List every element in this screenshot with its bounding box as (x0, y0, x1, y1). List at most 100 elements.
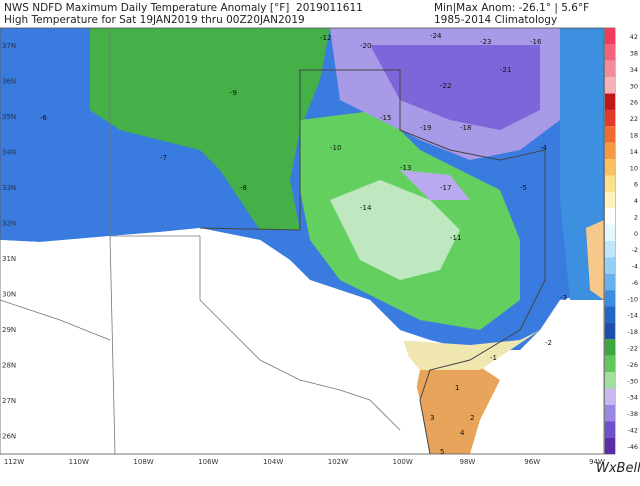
lat-label: 34N (2, 149, 16, 157)
colorbar-swatch (605, 109, 615, 127)
colorbar-swatch (605, 28, 615, 45)
colorbar-swatch (605, 290, 615, 307)
lat-label: 28N (2, 362, 16, 370)
anomaly-label: 2 (470, 414, 474, 422)
anomaly-label: 1 (455, 384, 459, 392)
anomaly-label: -11 (450, 234, 461, 242)
anomaly-label: 3 (430, 414, 434, 422)
colorbar-label: 4 (634, 197, 638, 205)
colorbar-swatch (605, 191, 615, 209)
colorbar-swatch (605, 44, 615, 61)
colorbar-label: -2 (632, 246, 638, 254)
lon-label: 96W (524, 458, 540, 466)
anomaly-label: -3 (560, 294, 567, 302)
lat-label: 29N (2, 326, 16, 334)
anomaly-label: -20 (360, 42, 371, 50)
anomaly-label: -24 (430, 32, 442, 40)
colorbar-label: 26 (630, 99, 638, 107)
colorbar-label: 18 (630, 132, 638, 140)
anomaly-label: -14 (360, 204, 372, 212)
lon-label: 106W (198, 458, 218, 466)
colorbar-label: -22 (627, 345, 638, 353)
colorbar-label: 2 (634, 213, 638, 221)
colorbar-label: -46 (627, 443, 638, 451)
lat-label: 33N (2, 184, 16, 192)
anomaly-label: -5 (520, 184, 527, 192)
colorbar-label: 0 (634, 230, 638, 238)
anomaly-label: -18 (460, 124, 471, 132)
run: 2019011611 (296, 2, 363, 14)
lat-label: 35N (2, 113, 16, 121)
anomaly-label: -1 (490, 354, 497, 362)
colorbar-label: -42 (627, 426, 638, 434)
lon-label: 102W (328, 458, 348, 466)
anomaly-label: 5 (440, 448, 444, 456)
lat-label: 26N (2, 433, 16, 441)
anomaly-label: -8 (240, 184, 247, 192)
anomaly-label: 4 (460, 429, 465, 437)
anomaly-label: -16 (530, 38, 542, 46)
colorbar-swatch (605, 77, 615, 94)
anomaly-label: -2 (545, 339, 552, 347)
colorbar-label: 6 (634, 181, 638, 189)
colorbar-swatch (605, 126, 615, 143)
colorbar-swatch (605, 93, 615, 110)
lon-label: 110W (69, 458, 89, 466)
colorbar-label: -34 (627, 394, 638, 402)
anomaly-label: -22 (440, 82, 451, 90)
lat-label: 36N (2, 78, 16, 86)
lon-label: 94W (589, 458, 605, 466)
colorbar-swatch (605, 241, 615, 258)
logo: WxBell (596, 461, 640, 476)
colorbar-swatch (605, 142, 615, 160)
anomaly-label: -12 (320, 34, 331, 42)
colorbar-swatch (605, 306, 615, 323)
anomaly-label: -13 (400, 164, 411, 172)
colorbar-swatch (605, 273, 615, 291)
lon-label: 98W (460, 458, 476, 466)
colorbar-label: -14 (627, 312, 638, 320)
colorbar-label: 30 (630, 82, 638, 90)
subtitle: High Temperature for Sat 19JAN2019 thru … (4, 14, 305, 26)
colorbar-swatch (605, 224, 615, 241)
colorbar-label: 42 (630, 33, 638, 41)
climatology: 1985-2014 Climatology (434, 14, 558, 26)
lat-label: 27N (2, 397, 16, 405)
lon-label: 108W (133, 458, 153, 466)
colorbar-swatch (605, 421, 615, 438)
colorbar-label: -26 (627, 361, 638, 369)
colorbar-swatch (605, 257, 615, 274)
colorbar-label: -18 (627, 328, 638, 336)
anomaly-label: -6 (40, 114, 48, 122)
lon-label: 112W (4, 458, 24, 466)
colorbar-label: 10 (630, 164, 638, 172)
colorbar-swatch (605, 372, 615, 389)
lat-label: 30N (2, 291, 16, 299)
anomaly-label: -23 (480, 38, 491, 46)
anomaly-label: -15 (380, 114, 391, 122)
colorbar-label: 34 (630, 66, 638, 74)
lon-label: 100W (393, 458, 413, 466)
colorbar-label: -38 (627, 410, 638, 418)
colorbar-label: 14 (630, 148, 638, 156)
lat-label: 31N (2, 255, 16, 263)
colorbar-swatch (605, 437, 615, 454)
colorbar-label: -4 (632, 263, 638, 271)
header-title: NWS NDFD Maximum Daily Temperature Anoma… (4, 2, 363, 14)
lat-label: 37N (2, 42, 16, 50)
colorbar-swatch (605, 355, 615, 373)
anomaly-label: -4 (540, 144, 548, 152)
colorbar-label: 22 (630, 115, 638, 123)
anomaly-label: -7 (160, 154, 167, 162)
colorbar-swatch (605, 208, 615, 225)
colorbar-swatch (605, 339, 615, 356)
anom-range: Min|Max Anom: -26.1° | 5.6°F (434, 2, 590, 14)
anomaly-label: -10 (330, 144, 341, 152)
colorbar-label: -10 (627, 295, 638, 303)
colorbar-label: -6 (632, 279, 638, 287)
colorbar-label: -30 (627, 377, 638, 385)
colorbar-swatch (605, 159, 615, 176)
colorbar-swatch (605, 322, 615, 340)
